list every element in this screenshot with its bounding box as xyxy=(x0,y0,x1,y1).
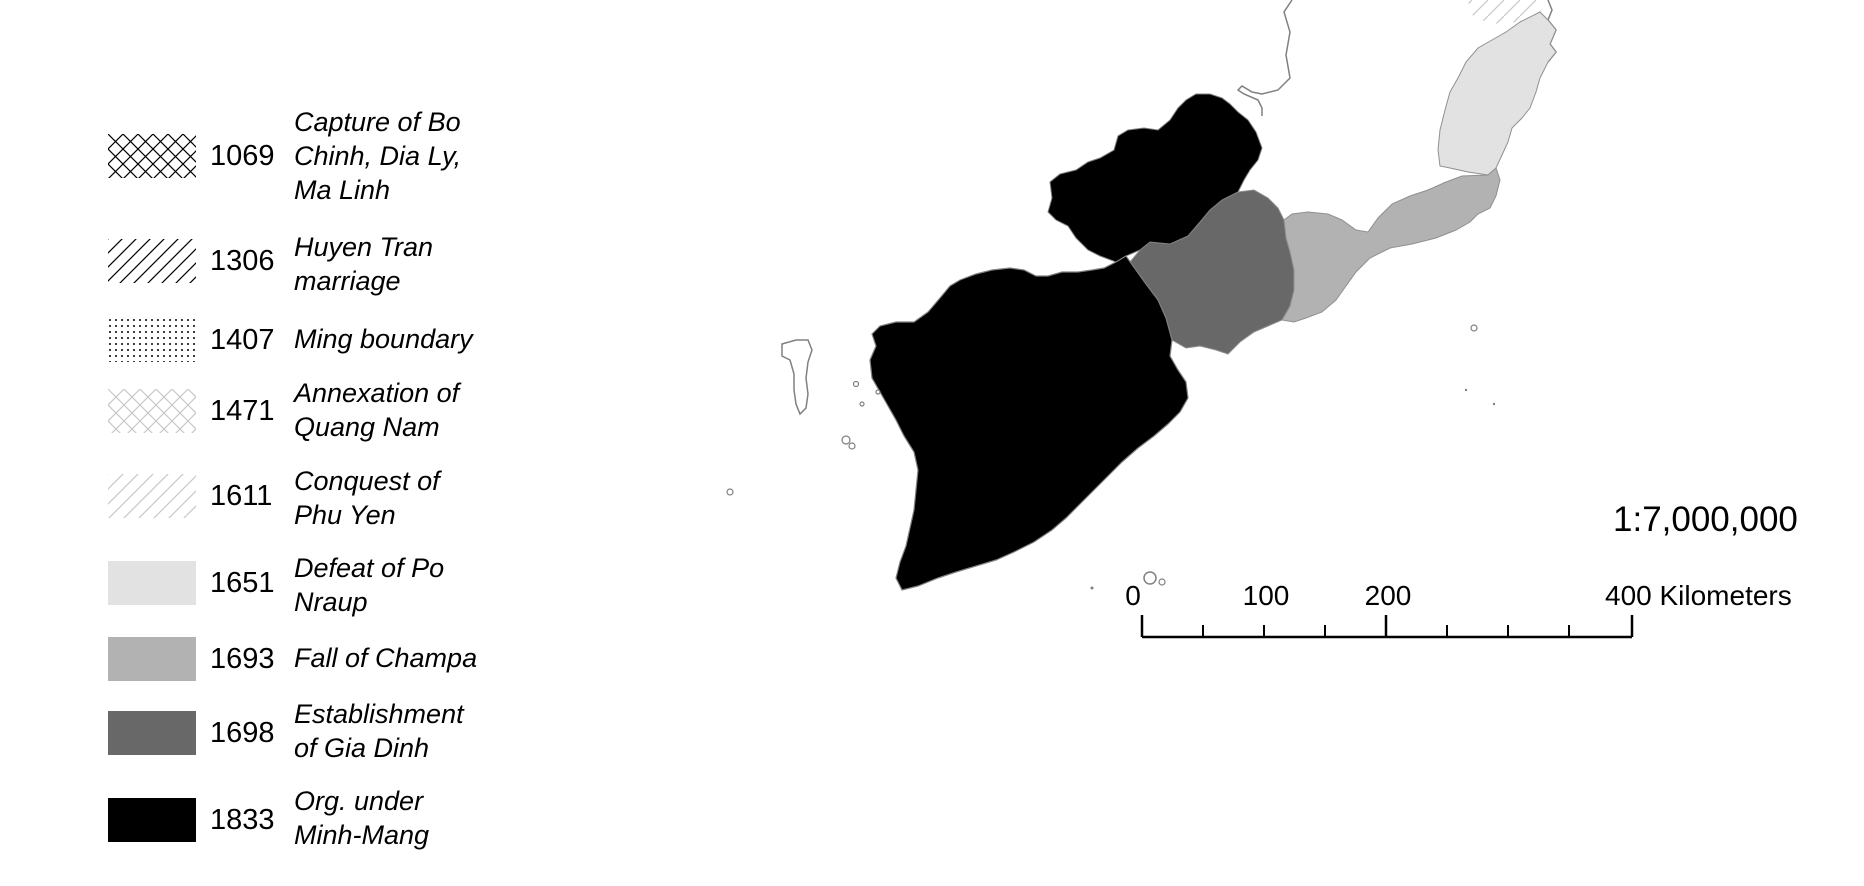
island-small xyxy=(852,380,860,388)
scale-tick-label-100: 100 xyxy=(1243,580,1290,611)
map-legend: 1069 Capture of Bo Chinh, Dia Ly, Ma Lin… xyxy=(0,0,560,886)
legend-item-1698: 1698 Establishment of Gia Dinh xyxy=(108,697,568,787)
legend-year: 1833 xyxy=(210,804,275,836)
legend-item-1833: 1833 Org. under Minh-Mang xyxy=(108,784,568,874)
island-small xyxy=(1492,402,1496,406)
legend-year: 1407 xyxy=(210,324,275,356)
scale-tick-label-0: 0 xyxy=(1125,580,1141,611)
legend-item-1306: 1306 Huyen Tran marriage xyxy=(108,230,568,320)
legend-year: 1306 xyxy=(210,245,275,277)
island-small xyxy=(875,389,881,395)
swatch-1833 xyxy=(108,798,196,842)
legend-item-1471: 1471 Annexation of Quang Nam xyxy=(108,376,568,466)
legend-year: 1069 xyxy=(210,140,275,172)
island-small xyxy=(1090,586,1094,590)
legend-item-1069: 1069 Capture of Bo Chinh, Dia Ly, Ma Lin… xyxy=(108,105,568,205)
legend-label: Org. under Minh-Mang xyxy=(294,786,430,850)
legend-label: Huyen Tran marriage xyxy=(294,232,434,296)
scale-tick-label-400: 400 Kilometers xyxy=(1605,580,1792,611)
island-small xyxy=(1158,578,1166,586)
legend-label: Annexation of Quang Nam xyxy=(294,378,460,442)
island-small xyxy=(1464,388,1468,392)
island-small xyxy=(859,401,865,407)
legend-label: Conquest of Phu Yen xyxy=(294,466,440,530)
region-1833-north xyxy=(1047,93,1263,263)
region-1693 xyxy=(1281,167,1501,323)
swatch-1698 xyxy=(108,711,196,755)
legend-year: 1611 xyxy=(210,480,273,512)
legend-item-1693: 1693 Fall of Champa xyxy=(108,637,568,727)
legend-item-1611: 1611 Conquest of Phu Yen xyxy=(108,464,568,554)
swatch-crosshatch-dark xyxy=(108,134,196,178)
swatch-diagonal-dark xyxy=(108,239,196,283)
swatch-dots-dark xyxy=(108,318,196,362)
island-small xyxy=(841,435,851,445)
coastline-north xyxy=(1236,0,1293,116)
legend-label: Capture of Bo Chinh, Dia Ly, Ma Linh xyxy=(294,107,462,205)
island-phu-quoc xyxy=(781,339,813,416)
legend-label: Ming boundary xyxy=(294,324,473,354)
scale-bar: 0 100 200 400 Kilometers xyxy=(1125,580,1792,639)
island-small xyxy=(726,488,734,496)
swatch-crosshatch-light xyxy=(108,389,196,433)
legend-item-1407: 1407 Ming boundary xyxy=(108,316,568,406)
legend-label: Establishment of Gia Dinh xyxy=(294,699,464,763)
legend-item-1651: 1651 Defeat of Po Nraup xyxy=(108,551,568,641)
swatch-diagonal-light xyxy=(108,474,196,518)
legend-label: Fall of Champa xyxy=(294,643,478,673)
map-canvas xyxy=(726,0,1557,591)
swatch-1693 xyxy=(108,637,196,681)
region-1833-south xyxy=(869,255,1189,591)
legend-label: Defeat of Po Nraup xyxy=(294,553,445,617)
island-small xyxy=(848,442,856,450)
scale-tick-label-200: 200 xyxy=(1365,580,1412,611)
region-1651 xyxy=(1437,11,1557,176)
legend-year: 1651 xyxy=(210,567,275,599)
swatch-1651 xyxy=(108,561,196,605)
legend-year: 1698 xyxy=(210,717,275,749)
map-scale-ratio: 1:7,000,000 xyxy=(1613,500,1798,539)
island-small xyxy=(1470,324,1478,332)
legend-year: 1693 xyxy=(210,643,275,675)
legend-year: 1471 xyxy=(210,395,275,427)
island-small xyxy=(1143,571,1157,585)
